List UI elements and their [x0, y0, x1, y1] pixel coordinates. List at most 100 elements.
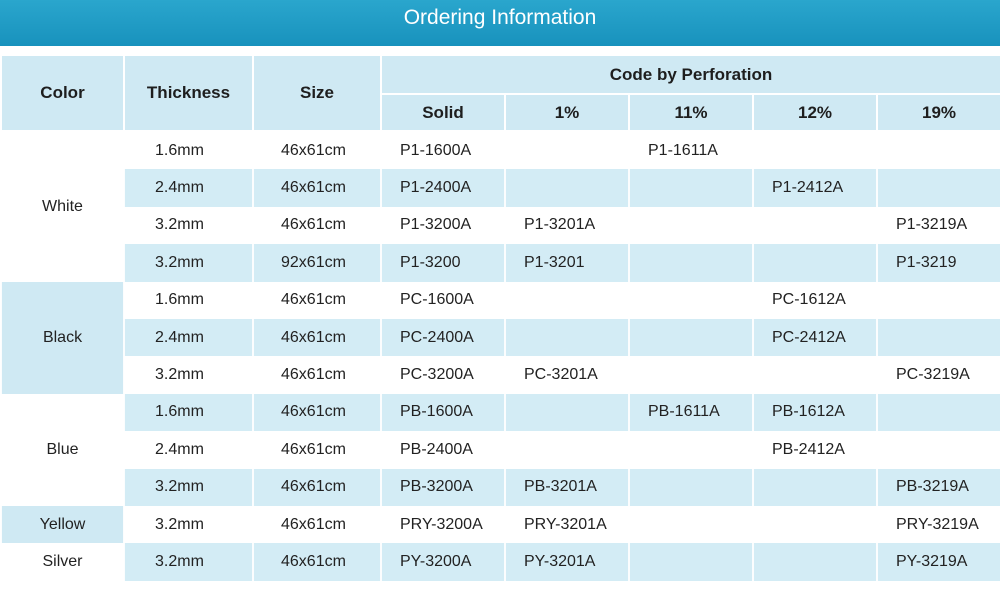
- code-cell: [752, 131, 878, 170]
- code-cell: [875, 131, 1000, 170]
- code-cell: P1-3200: [380, 244, 506, 282]
- table-row: Yellow 3.2mm 46x61cm PRY-3200A PRY-3201A PRY-…: [0, 505, 1000, 544]
- table-row: 2.4mm 46x61cm PB-2400A PB-2412A: [1, 431, 1000, 469]
- size-cell: 46x61cm: [252, 318, 382, 357]
- size-cell: 46x61cm: [252, 393, 382, 432]
- code-cell: PB-3200A: [380, 468, 506, 506]
- code-cell: [628, 281, 754, 319]
- code-cell: PY-3201A: [504, 543, 630, 581]
- code-cell: PRY-3200A: [380, 505, 506, 544]
- thickness-cell: 3.2mm: [123, 468, 254, 506]
- size-cell: 92x61cm: [252, 244, 382, 282]
- table-row: Blue 1.6mm 46x61cm PB-1600A PB-1611A PB-1612A: [0, 393, 1000, 506]
- page-title: Ordering Information: [403, 6, 597, 29]
- table-row: 3.2mm 46x61cm PB-3200A PB-3201A PB-3219A: [1, 468, 1000, 506]
- code-cell: PC-3200A: [380, 356, 506, 394]
- thickness-cell: 1.6mm: [123, 131, 254, 170]
- code-cell: [875, 169, 1000, 207]
- code-cell: PC-3219A: [875, 356, 1000, 394]
- code-cell: PC-1612A: [752, 281, 878, 319]
- size-cell: 46x61cm: [252, 356, 382, 394]
- code-cell: PB-3219A: [875, 468, 1000, 506]
- code-cell: [504, 131, 630, 170]
- code-cell: PB-1612A: [752, 393, 878, 432]
- code-cell: [752, 468, 878, 506]
- code-cell: [628, 468, 754, 506]
- code-cell: P1-3201: [504, 244, 630, 282]
- size-cell: 46x61cm: [252, 206, 382, 245]
- code-cell: [752, 244, 878, 282]
- code-cell: PB-2412A: [752, 431, 878, 469]
- code-cell: [875, 431, 1000, 469]
- code-cell: PY-3200A: [380, 543, 506, 581]
- code-cell: [875, 281, 1000, 319]
- code-cell: PC-2400A: [380, 318, 506, 357]
- header-size: Size: [252, 54, 382, 132]
- header-11-percent: 11%: [628, 93, 754, 132]
- size-cell: 46x61cm: [252, 131, 382, 170]
- thickness-cell: 3.2mm: [123, 244, 254, 282]
- thickness-cell: 3.2mm: [123, 505, 254, 544]
- header-solid: Solid: [380, 93, 506, 132]
- code-cell: PRY-3201A: [504, 505, 630, 544]
- code-cell: [504, 393, 630, 432]
- thickness-cell: 1.6mm: [123, 281, 254, 319]
- size-cell: 46x61cm: [252, 431, 382, 469]
- color-cell: Yellow: [0, 505, 125, 544]
- code-cell: P1-3200A: [380, 206, 506, 245]
- code-cell: P1-1600A: [380, 131, 506, 170]
- code-cell: [628, 206, 754, 245]
- table-row: White 1.6mm 46x61cm P1-1600A P1-1611A: [0, 131, 1000, 282]
- thickness-cell: 3.2mm: [123, 206, 254, 245]
- code-cell: [504, 281, 630, 319]
- header-12-percent: 12%: [752, 93, 878, 132]
- code-cell: [875, 318, 1000, 357]
- thickness-cell: 2.4mm: [123, 318, 254, 357]
- table-row: Black 1.6mm 46x61cm PC-1600A PC-1612A: [0, 281, 1000, 394]
- ordering-table: Color Thickness Size Code by Perforation…: [0, 54, 1000, 581]
- thickness-cell: 3.2mm: [123, 543, 254, 581]
- code-cell: PB-3201A: [504, 468, 630, 506]
- code-cell: [628, 505, 754, 544]
- size-cell: 46x61cm: [252, 169, 382, 207]
- code-cell: P1-3201A: [504, 206, 630, 245]
- color-cell: White: [0, 131, 125, 282]
- code-cell: P1-3219: [875, 244, 1000, 282]
- thickness-cell: 1.6mm: [123, 393, 254, 432]
- title-banner: Ordering Information: [0, 0, 1000, 46]
- code-cell: [504, 431, 630, 469]
- table-row: 3.2mm 46x61cm P1-3200A P1-3201A P1-3219A: [1, 206, 1000, 245]
- color-cell: Blue: [0, 393, 125, 506]
- code-cell: P1-3219A: [875, 206, 1000, 245]
- code-cell: PC-3201A: [504, 356, 630, 394]
- code-cell: PC-1600A: [380, 281, 506, 319]
- header-1-percent: 1%: [504, 93, 630, 132]
- code-cell: PC-2412A: [752, 318, 878, 357]
- code-cell: PRY-3219A: [875, 505, 1000, 544]
- header-color: Color: [0, 54, 125, 132]
- code-cell: PB-1600A: [380, 393, 506, 432]
- header-thickness: Thickness: [123, 54, 254, 132]
- code-cell: [628, 244, 754, 282]
- color-cell: Black: [0, 281, 125, 394]
- table-body: White 1.6mm 46x61cm P1-1600A P1-1611A 2.4mm 46…: [0, 131, 1000, 581]
- size-cell: 46x61cm: [252, 468, 382, 506]
- thickness-cell: 2.4mm: [123, 431, 254, 469]
- header-code-by-perforation: Code by Perforation: [379, 54, 1000, 95]
- size-cell: 46x61cm: [252, 281, 382, 319]
- code-cell: [628, 318, 754, 357]
- thickness-cell: 2.4mm: [123, 169, 254, 207]
- size-cell: 46x61cm: [252, 505, 382, 544]
- code-cell: P1-2412A: [752, 169, 878, 207]
- code-cell: P1-1611A: [628, 131, 754, 170]
- code-cell: [752, 505, 878, 544]
- header-19-percent: 19%: [875, 93, 1000, 132]
- color-cell: Silver: [0, 543, 125, 581]
- table-row: 2.4mm 46x61cm PC-2400A PC-2412A: [1, 318, 1000, 357]
- code-cell: [628, 431, 754, 469]
- code-cell: [504, 318, 630, 357]
- table-row: 3.2mm 92x61cm P1-3200 P1-3201 P1-3219: [1, 244, 1000, 282]
- code-cell: [752, 356, 878, 394]
- code-cell: [628, 356, 754, 394]
- code-cell: PY-3219A: [875, 543, 1000, 581]
